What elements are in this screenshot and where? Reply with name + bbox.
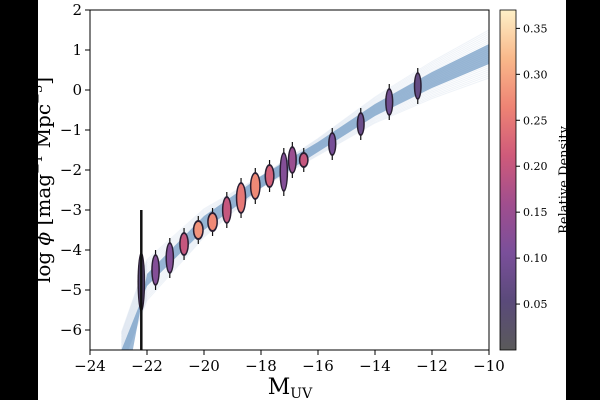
y-tick-label: −4: [60, 241, 82, 259]
y-tick-label: −2: [60, 161, 82, 179]
x-tick-label: −22: [131, 357, 163, 375]
fit-curve: [127, 77, 489, 350]
violin-core: [237, 184, 245, 212]
violin-core: [180, 234, 188, 254]
x-tick-label: −16: [302, 357, 334, 375]
density-violin: [221, 192, 232, 228]
density-violin: [192, 216, 204, 244]
y-tick-label: −1: [60, 121, 82, 139]
x-tick-label: −20: [188, 357, 220, 375]
density-violin: [287, 142, 297, 178]
x-tick-label: −10: [473, 357, 505, 375]
y-tick-label: −5: [60, 281, 82, 299]
density-violin: [328, 128, 337, 160]
density-violin: [165, 238, 175, 278]
density-violin: [356, 108, 365, 140]
violin-core: [194, 222, 203, 238]
x-axis-title: MUV: [268, 375, 313, 400]
density-violin: [385, 84, 394, 120]
y-axis-title: log ϕ [mag−1 Mpc−3]: [31, 77, 55, 283]
density-violin: [235, 178, 247, 218]
density-violin: [413, 68, 422, 104]
density-violin: [298, 148, 309, 172]
density-violin: [264, 160, 275, 192]
density-violin: [207, 208, 218, 236]
colorbar-tick-label: 0.30: [523, 68, 548, 81]
colorbar-tick-label: 0.20: [523, 160, 548, 173]
density-violin: [249, 168, 261, 204]
y-tick-label: 2: [72, 1, 82, 19]
fit-curve: [126, 75, 489, 350]
violin-core: [280, 154, 287, 190]
violin-core: [152, 256, 159, 284]
y-tick-label: 1: [72, 41, 82, 59]
violin-core: [415, 74, 421, 98]
density-violins: [137, 68, 422, 350]
colorbar-tick-label: 0.10: [523, 252, 548, 265]
x-tick-label: −12: [416, 357, 448, 375]
violin-core: [266, 166, 274, 186]
density-violin: [179, 228, 189, 260]
density-violin: [279, 148, 289, 196]
colorbar-ticks: 0.05 0.10 0.15 0.20 0.25 0.30 0.35: [516, 22, 548, 311]
violin-core: [300, 154, 308, 166]
colorbar-tick-label: 0.35: [523, 22, 548, 35]
violin-core: [289, 148, 296, 172]
x-tick-label: −18: [245, 357, 277, 375]
density-violin: [151, 250, 160, 290]
colorbar-gradient: [499, 9, 517, 351]
violin-core: [208, 214, 217, 230]
y-tick-label: −3: [60, 201, 82, 219]
plot-frame: [89, 9, 490, 351]
violin-core: [251, 174, 260, 198]
violin-core: [223, 198, 231, 222]
colorbar-tick-label: 0.05: [523, 298, 548, 311]
x-tick-label: −14: [359, 357, 391, 375]
colorbar-tick-label: 0.25: [523, 114, 548, 127]
colorbar-title: Relative Density: [557, 125, 572, 233]
violin-core: [358, 114, 364, 134]
violin-core: [166, 244, 173, 272]
colorbar-tick-label: 0.15: [523, 206, 548, 219]
y-axis-ticks: −6 −5 −4 −3 −2 −1 0 1 2: [60, 1, 90, 339]
x-axis-ticks: −24 −22 −20 −18 −16 −14 −12 −10: [74, 350, 505, 375]
violin-core: [386, 90, 392, 114]
plot-area: [90, 10, 489, 350]
fit-core-band: [121, 44, 489, 350]
violin-core: [329, 134, 335, 154]
y-tick-label: 0: [72, 81, 82, 99]
y-tick-label: −6: [60, 321, 82, 339]
x-tick-label: −24: [74, 357, 106, 375]
